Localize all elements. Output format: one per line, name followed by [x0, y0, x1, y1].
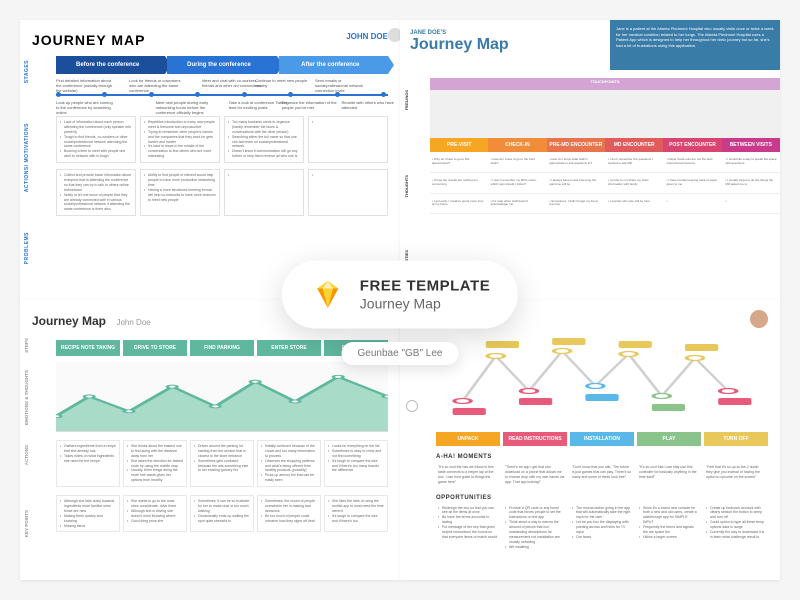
journey-map-template-3: Journey Map John Doe STEPS RECIPE NOTE T… [20, 300, 400, 580]
description: Jane is a patient at the Atlanta Piedmon… [610, 20, 780, 70]
keypoints-grid: Although she tails dusty towards ingredi… [56, 495, 388, 532]
sketch-icon [310, 277, 346, 313]
journey-map-template-4: Journey Map UNPACKREAD INSTRUCTIONSINSTA… [400, 300, 780, 580]
opportunities-grid: Redesign the box so that you can see all… [436, 504, 768, 552]
user-name: John Doe [116, 318, 150, 327]
stages-row: RECIPE NOTE TAKINGDRIVE TO STOREFIND PAR… [56, 340, 388, 356]
title: Journey Map [32, 314, 106, 328]
section-heading: A-HA! MOMENTS [436, 454, 768, 460]
section-heading: OPPORTUNITIES [436, 495, 768, 501]
journey-map-template-1: JOURNEY MAP JOHN DOE STAGESACTIONS/ MOTI… [20, 20, 400, 300]
title: JOURNEY MAP [32, 32, 388, 48]
emotion-chart [436, 336, 768, 426]
stages-row: PRE-VISITCHECK-INPRE-MD ENCOUNTERMD ENCO… [430, 138, 780, 152]
user-name: JOHN DOE [346, 32, 388, 41]
aha-grid: "It's so cool the has we follow in this … [436, 463, 768, 487]
badge-title: FREE TEMPLATE [360, 277, 490, 295]
opportunities-grid: Collect and provide basic information ab… [56, 169, 388, 216]
timeline: Find detailed information about the conf… [56, 94, 388, 96]
side-label: FEELINGS [404, 90, 409, 110]
journey-map-template-2: JANE DOE'S Journey Map Jane is a patient… [400, 20, 780, 300]
emotion-chart [56, 362, 388, 432]
stages-row: Before the conferenceDuring the conferen… [56, 56, 388, 74]
avatar [750, 310, 768, 328]
free-template-badge: FREE TEMPLATE Journey Map [282, 261, 518, 329]
actions-grid: Gathers ingredients from a recipe that s… [56, 440, 388, 487]
stages-row: UNPACKREAD INSTRUCTIONSINSTALLATIONPLAYT… [436, 432, 768, 446]
thoughts-grid: • Why do I have to go to this appointmen… [430, 152, 780, 214]
title: Journey Map [410, 36, 600, 54]
badge-subtitle: Journey Map [360, 295, 490, 312]
side-label: THOUGHTS [404, 175, 409, 197]
sad-face-icon [406, 400, 418, 412]
author-badge: Geunbae "GB" Lee [342, 342, 459, 365]
problems-grid: Lack of information about each person at… [56, 116, 388, 163]
touchpoints-flow: TOUCHPOINTS [430, 78, 780, 138]
